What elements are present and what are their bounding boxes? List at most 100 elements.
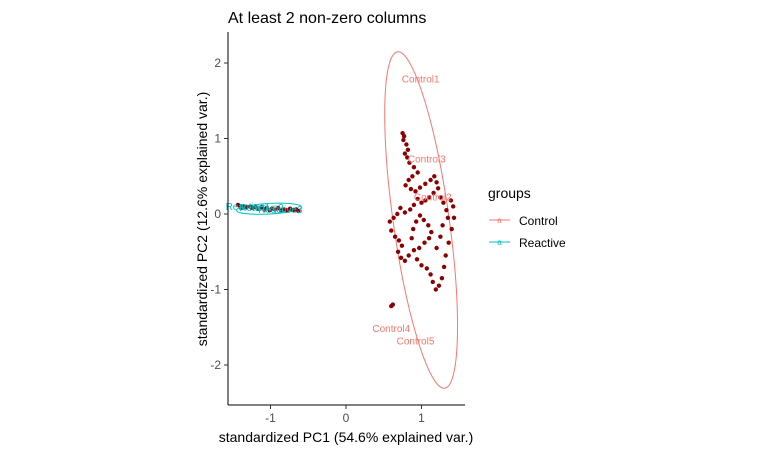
group-ellipses [236, 51, 459, 389]
y-tick-label: -2 [210, 358, 221, 372]
sample-label: Control3 [408, 155, 446, 166]
data-point [401, 134, 407, 139]
data-point [408, 207, 413, 212]
data-point [411, 226, 416, 232]
legend-key-marker: a [497, 216, 502, 225]
data-point [434, 245, 439, 251]
legend-label-control: Control [519, 214, 558, 228]
legend-entry-control: a Control [489, 214, 558, 228]
y-axis-title: standardized PC2 (12.6% explained var.) [194, 92, 210, 346]
data-point [398, 205, 403, 211]
sample-label: Control5 [397, 337, 435, 348]
legend: groups a Control a Reactive [488, 185, 566, 250]
data-point [441, 264, 447, 270]
data-point [411, 248, 417, 253]
data-point [434, 180, 439, 185]
legend-key-marker: a [497, 238, 502, 247]
sample-label: Reactive3 [258, 205, 303, 216]
data-point [410, 174, 415, 179]
data-point [398, 255, 404, 260]
data-point [428, 272, 433, 277]
data-point [414, 219, 419, 224]
data-point [389, 228, 394, 233]
data-point [407, 160, 412, 165]
data-point [414, 257, 420, 262]
data-point [417, 213, 423, 218]
sample-label: Reactive1 [226, 202, 271, 213]
legend-label-reactive: Reactive [519, 236, 566, 250]
data-point [417, 245, 422, 251]
data-point [451, 215, 457, 220]
data-point [440, 223, 445, 228]
data-point [415, 170, 420, 175]
data-point [409, 236, 414, 241]
data-point [435, 186, 441, 191]
data-point [419, 263, 424, 268]
data-point [403, 183, 408, 188]
x-axis-title: standardized PC1 (54.6% explained var.) [219, 429, 473, 445]
data-point [413, 189, 418, 194]
data-point [419, 200, 424, 205]
data-point [406, 253, 411, 258]
data-point [431, 190, 436, 196]
data-point [389, 303, 394, 309]
data-point [405, 147, 411, 152]
data-point [402, 151, 408, 156]
data-point [436, 283, 442, 288]
data-point [417, 185, 423, 190]
legend-entry-reactive: a Reactive [489, 236, 566, 250]
data-point [421, 217, 426, 223]
data-point [426, 236, 432, 241]
data-point [395, 211, 400, 217]
x-tick-label: 0 [343, 411, 350, 425]
ellipse-reactive [236, 202, 302, 215]
y-tick-label: -1 [210, 283, 221, 297]
sample-label: Control1 [402, 75, 440, 86]
data-point [259, 205, 264, 210]
data-point [392, 234, 398, 239]
data-point [426, 195, 432, 200]
data-point [244, 205, 249, 210]
sample-labels: Control1 Control3 Control2 Control4 Control5… [226, 75, 453, 348]
data-point [449, 226, 454, 232]
data-point [424, 266, 429, 271]
sample-label: Control2 [414, 192, 452, 203]
data-point [429, 229, 434, 235]
sample-label: Reactive2 [239, 203, 284, 214]
data-point [402, 210, 408, 215]
data-point [396, 238, 402, 243]
data-point [405, 155, 410, 160]
data-point [402, 258, 408, 263]
data-point [430, 279, 435, 285]
data-point [438, 195, 443, 200]
data-point [401, 137, 406, 143]
data-point [406, 177, 411, 183]
data-point [446, 240, 451, 245]
data-point [448, 198, 454, 203]
data-point [404, 142, 409, 147]
data-point [441, 200, 446, 205]
data-point [444, 208, 449, 213]
chart-title: At least 2 non-zero columns [228, 10, 426, 27]
data-point [391, 215, 396, 220]
data-point [438, 234, 443, 239]
x-tick-label: 1 [418, 411, 425, 425]
data-point [451, 204, 456, 209]
data-point [415, 196, 420, 202]
data-point [422, 240, 427, 245]
data-point [387, 219, 392, 224]
data-point [428, 177, 433, 183]
sample-label: Control4 [372, 324, 410, 335]
y-tick-label: 0 [214, 207, 221, 221]
x-axis-ticks: -1 0 1 [265, 405, 425, 425]
data-point [395, 249, 401, 254]
data-point [423, 181, 428, 186]
y-tick-label: 1 [214, 132, 221, 146]
y-tick-label: 2 [214, 56, 221, 70]
data-point [432, 174, 437, 179]
data-point [408, 186, 414, 192]
x-tick-label: -1 [265, 411, 276, 425]
data-point [445, 215, 451, 220]
y-axis-ticks: -2 -1 0 1 2 [210, 56, 228, 372]
